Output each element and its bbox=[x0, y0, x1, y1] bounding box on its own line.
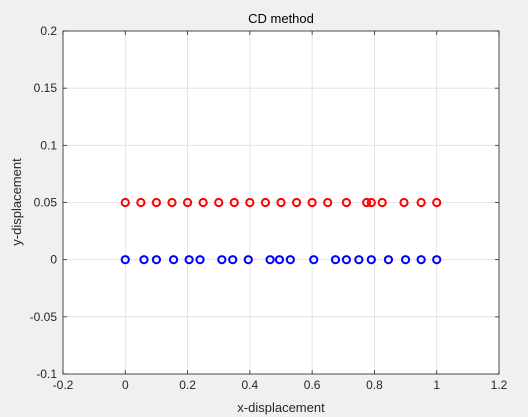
x-tick-label: 1 bbox=[433, 378, 440, 392]
x-tick-label: 0 bbox=[122, 378, 129, 392]
y-tick-label: -0.05 bbox=[30, 310, 58, 324]
data-point bbox=[309, 255, 319, 265]
data-point bbox=[341, 255, 351, 265]
x-tick-label: 0.4 bbox=[242, 378, 259, 392]
data-point bbox=[416, 255, 426, 265]
x-tick-label: 1.2 bbox=[491, 378, 508, 392]
y-tick-label: 0.1 bbox=[40, 138, 57, 152]
y-tick-label: -0.1 bbox=[36, 367, 57, 381]
series-2 bbox=[120, 255, 442, 265]
data-point bbox=[377, 197, 387, 208]
data-point bbox=[341, 197, 351, 208]
data-markers bbox=[120, 197, 442, 265]
y-axis: -0.1 -0.05 0 0.05 0.1 0.15 0.2 bbox=[30, 24, 499, 381]
data-point bbox=[182, 197, 193, 208]
data-point bbox=[399, 197, 409, 208]
data-point bbox=[120, 197, 130, 208]
data-point bbox=[151, 255, 162, 265]
data-point bbox=[120, 255, 130, 265]
data-point bbox=[323, 197, 333, 208]
data-point bbox=[195, 255, 205, 265]
data-point bbox=[136, 197, 146, 208]
series-1 bbox=[120, 197, 442, 208]
data-point bbox=[151, 197, 162, 208]
data-point bbox=[184, 255, 194, 265]
data-point bbox=[330, 255, 341, 265]
chart-title: CD method bbox=[248, 11, 314, 26]
data-point bbox=[362, 197, 372, 208]
data-point bbox=[366, 197, 376, 208]
data-point bbox=[229, 197, 239, 208]
data-point bbox=[400, 255, 411, 265]
data-point bbox=[416, 197, 426, 208]
data-point bbox=[243, 255, 253, 265]
data-point bbox=[139, 255, 149, 265]
y-tick-label: 0.2 bbox=[40, 24, 57, 38]
data-point bbox=[245, 197, 255, 208]
data-point bbox=[217, 255, 227, 265]
data-point bbox=[198, 197, 208, 208]
data-point bbox=[265, 255, 275, 265]
data-point bbox=[214, 197, 224, 208]
data-point bbox=[276, 197, 286, 208]
data-point bbox=[383, 255, 394, 265]
data-point bbox=[228, 255, 238, 265]
data-point bbox=[354, 255, 364, 265]
x-tick-label: 0.6 bbox=[304, 378, 321, 392]
y-tick-label: 0.05 bbox=[34, 196, 58, 210]
y-tick-label: 0 bbox=[50, 253, 57, 267]
x-tick-label: 0.2 bbox=[179, 378, 196, 392]
x-tick-label: -0.2 bbox=[53, 378, 74, 392]
x-axis-label: x-displacement bbox=[237, 400, 325, 415]
y-tick-label: 0.15 bbox=[34, 81, 58, 95]
y-axis-label: y-displacement bbox=[9, 158, 24, 246]
x-tick-label: 0.8 bbox=[366, 378, 383, 392]
x-axis: -0.2 0 0.2 0.4 0.6 0.8 1 1.2 bbox=[53, 31, 508, 392]
data-point bbox=[260, 197, 271, 208]
data-point bbox=[285, 255, 295, 265]
data-point bbox=[291, 197, 302, 208]
data-point bbox=[274, 255, 285, 265]
data-point bbox=[307, 197, 317, 208]
data-point bbox=[366, 255, 376, 265]
data-point bbox=[432, 197, 442, 208]
data-point bbox=[167, 197, 177, 208]
data-point bbox=[168, 255, 179, 265]
data-point bbox=[432, 255, 442, 265]
